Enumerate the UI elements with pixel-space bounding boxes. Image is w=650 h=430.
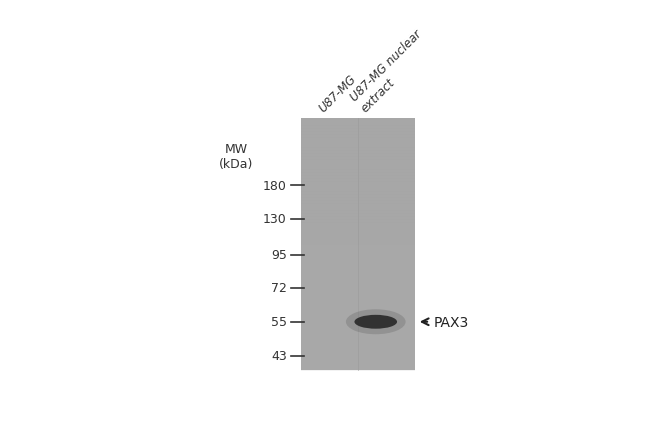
Bar [300,320,415,324]
Bar [300,304,415,308]
Bar [300,188,415,192]
Bar [300,138,415,142]
Bar [300,254,415,258]
Bar [300,194,415,199]
Bar [300,258,415,261]
Bar [300,270,415,274]
Bar [300,213,415,217]
Bar [300,261,415,264]
Bar [300,289,415,293]
Bar [300,295,415,299]
Bar [300,169,415,173]
Bar [300,352,415,356]
Bar [300,235,415,239]
Bar [300,292,415,296]
Bar [300,201,415,205]
Bar [300,160,415,164]
Bar [300,144,415,148]
Bar [300,364,415,368]
Bar [300,264,415,267]
Text: U87-MG: U87-MG [316,72,359,114]
Bar [300,329,415,334]
Bar [300,301,415,305]
Text: 130: 130 [263,212,287,226]
Bar [300,333,415,337]
Text: 55: 55 [270,316,287,329]
Bar [300,179,415,183]
Text: MW
(kDa): MW (kDa) [219,142,254,170]
Ellipse shape [354,315,397,329]
Bar [300,150,415,154]
Bar [300,166,415,170]
Bar [300,129,415,132]
Bar [300,198,415,202]
Bar [300,229,415,233]
Bar [300,361,415,365]
Bar [300,154,415,158]
Bar [300,280,415,283]
Bar [300,248,415,252]
Bar [300,339,415,343]
Bar [300,273,415,277]
Bar [300,226,415,230]
Text: 180: 180 [263,180,287,193]
Bar [300,232,415,236]
Bar [300,223,415,227]
Text: U87-MG nuclear
extract: U87-MG nuclear extract [348,28,436,114]
Text: 95: 95 [271,249,287,262]
Text: 72: 72 [271,282,287,295]
Bar [300,210,415,214]
Bar [300,207,415,211]
Bar [300,119,415,123]
Ellipse shape [346,310,406,335]
Bar [300,176,415,180]
Bar [300,336,415,340]
Bar [300,185,415,189]
Text: PAX3: PAX3 [434,315,469,329]
Bar [300,141,415,145]
Bar [300,358,415,362]
Bar [300,135,415,139]
Bar [300,317,415,321]
Bar [300,311,415,315]
Bar [300,307,415,311]
Bar [300,276,415,280]
Bar [300,220,415,224]
Bar [300,345,415,349]
Bar [300,163,415,167]
Bar [300,157,415,161]
Bar [300,348,415,352]
Bar [300,342,415,346]
Bar [300,314,415,318]
Bar [300,326,415,330]
Bar [300,239,415,243]
Bar [300,217,415,221]
Bar [300,119,415,370]
Bar [300,251,415,255]
Bar [300,367,415,371]
Bar [300,355,415,359]
Bar [300,242,415,246]
Bar [300,191,415,195]
Bar [300,298,415,302]
Bar [300,267,415,271]
Bar [300,126,415,129]
Text: 43: 43 [271,349,287,362]
Bar [300,147,415,151]
Bar [300,123,415,126]
Bar [300,182,415,186]
Bar [300,172,415,176]
Bar [300,286,415,289]
Bar [300,132,415,136]
Bar [300,283,415,286]
Bar [300,245,415,249]
Bar [300,323,415,327]
Bar [300,204,415,208]
